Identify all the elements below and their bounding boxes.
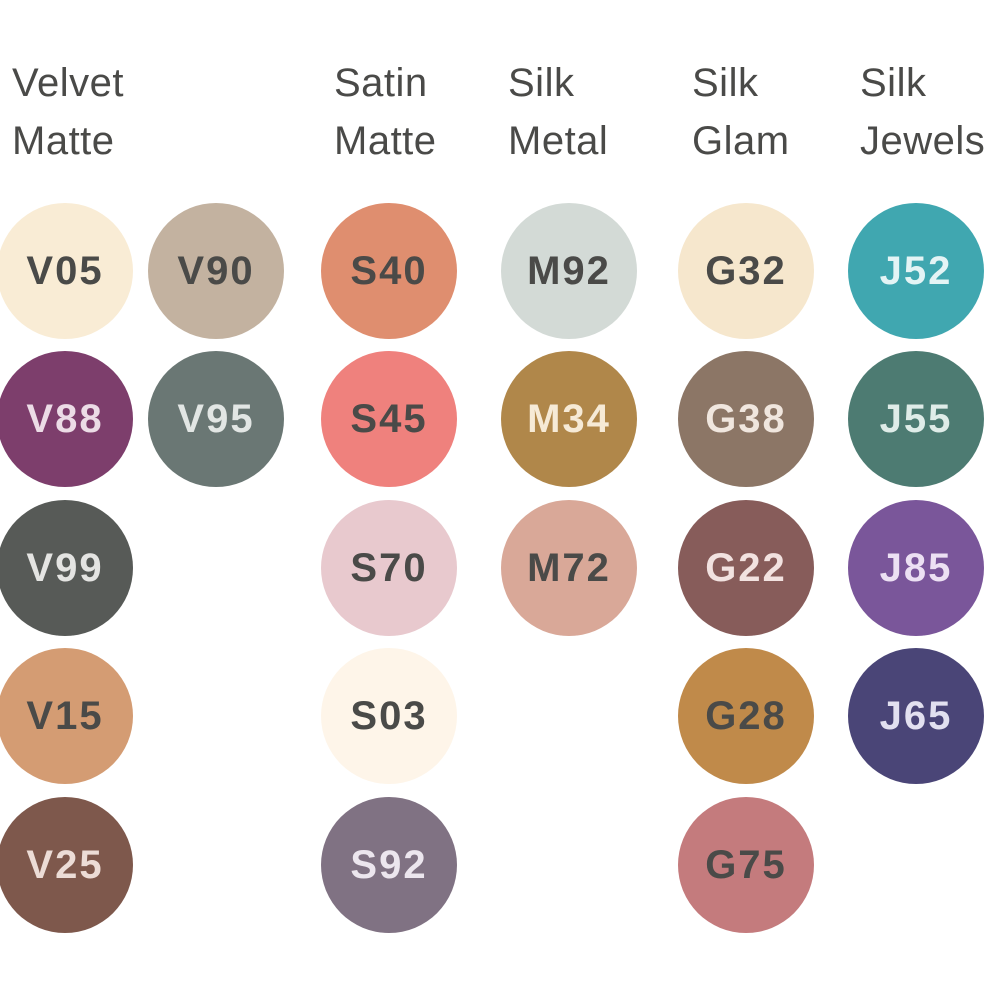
- shade-swatch-j85[interactable]: J85: [848, 500, 984, 636]
- shade-swatch-m72[interactable]: M72: [501, 500, 637, 636]
- shade-swatch-v05[interactable]: V05: [0, 203, 133, 339]
- group-heading-line1: Silk: [860, 61, 927, 105]
- shade-swatch-g32[interactable]: G32: [678, 203, 814, 339]
- shade-swatch-j52[interactable]: J52: [848, 203, 984, 339]
- group-heading-line2: Jewels: [860, 119, 986, 163]
- group-heading-velvet-matte: Velvet Matte: [12, 54, 124, 170]
- group-heading-satin-matte: Satin Matte: [334, 54, 437, 170]
- shade-swatch-s92[interactable]: S92: [321, 797, 457, 933]
- group-heading-line2: Metal: [508, 119, 609, 163]
- group-heading-silk-jewels: Silk Jewels: [860, 54, 985, 170]
- shade-swatch-v25[interactable]: V25: [0, 797, 133, 933]
- shade-swatch-s40[interactable]: S40: [321, 203, 457, 339]
- group-heading-line2: Matte: [334, 119, 437, 163]
- group-heading-silk-metal: Silk Metal: [508, 54, 608, 170]
- shade-swatch-s45[interactable]: S45: [321, 351, 457, 487]
- shade-swatch-g38[interactable]: G38: [678, 351, 814, 487]
- group-heading-line2: Glam: [692, 119, 790, 163]
- shade-swatch-g22[interactable]: G22: [678, 500, 814, 636]
- group-heading-line1: Silk: [692, 61, 759, 105]
- shade-swatch-j55[interactable]: J55: [848, 351, 984, 487]
- shade-swatch-s70[interactable]: S70: [321, 500, 457, 636]
- shade-swatch-v90[interactable]: V90: [148, 203, 284, 339]
- shade-swatch-v99[interactable]: V99: [0, 500, 133, 636]
- group-heading-line2: Matte: [12, 119, 115, 163]
- shade-swatch-g75[interactable]: G75: [678, 797, 814, 933]
- group-heading-line1: Satin: [334, 61, 428, 105]
- shade-swatch-g28[interactable]: G28: [678, 648, 814, 784]
- group-heading-silk-glam: Silk Glam: [692, 54, 790, 170]
- shade-swatch-m92[interactable]: M92: [501, 203, 637, 339]
- shade-swatch-v95[interactable]: V95: [148, 351, 284, 487]
- shade-swatch-v15[interactable]: V15: [0, 648, 133, 784]
- shade-swatch-j65[interactable]: J65: [848, 648, 984, 784]
- shade-swatch-v88[interactable]: V88: [0, 351, 133, 487]
- shade-swatch-m34[interactable]: M34: [501, 351, 637, 487]
- group-heading-line1: Velvet: [12, 61, 124, 105]
- shade-swatch-s03[interactable]: S03: [321, 648, 457, 784]
- group-heading-line1: Silk: [508, 61, 575, 105]
